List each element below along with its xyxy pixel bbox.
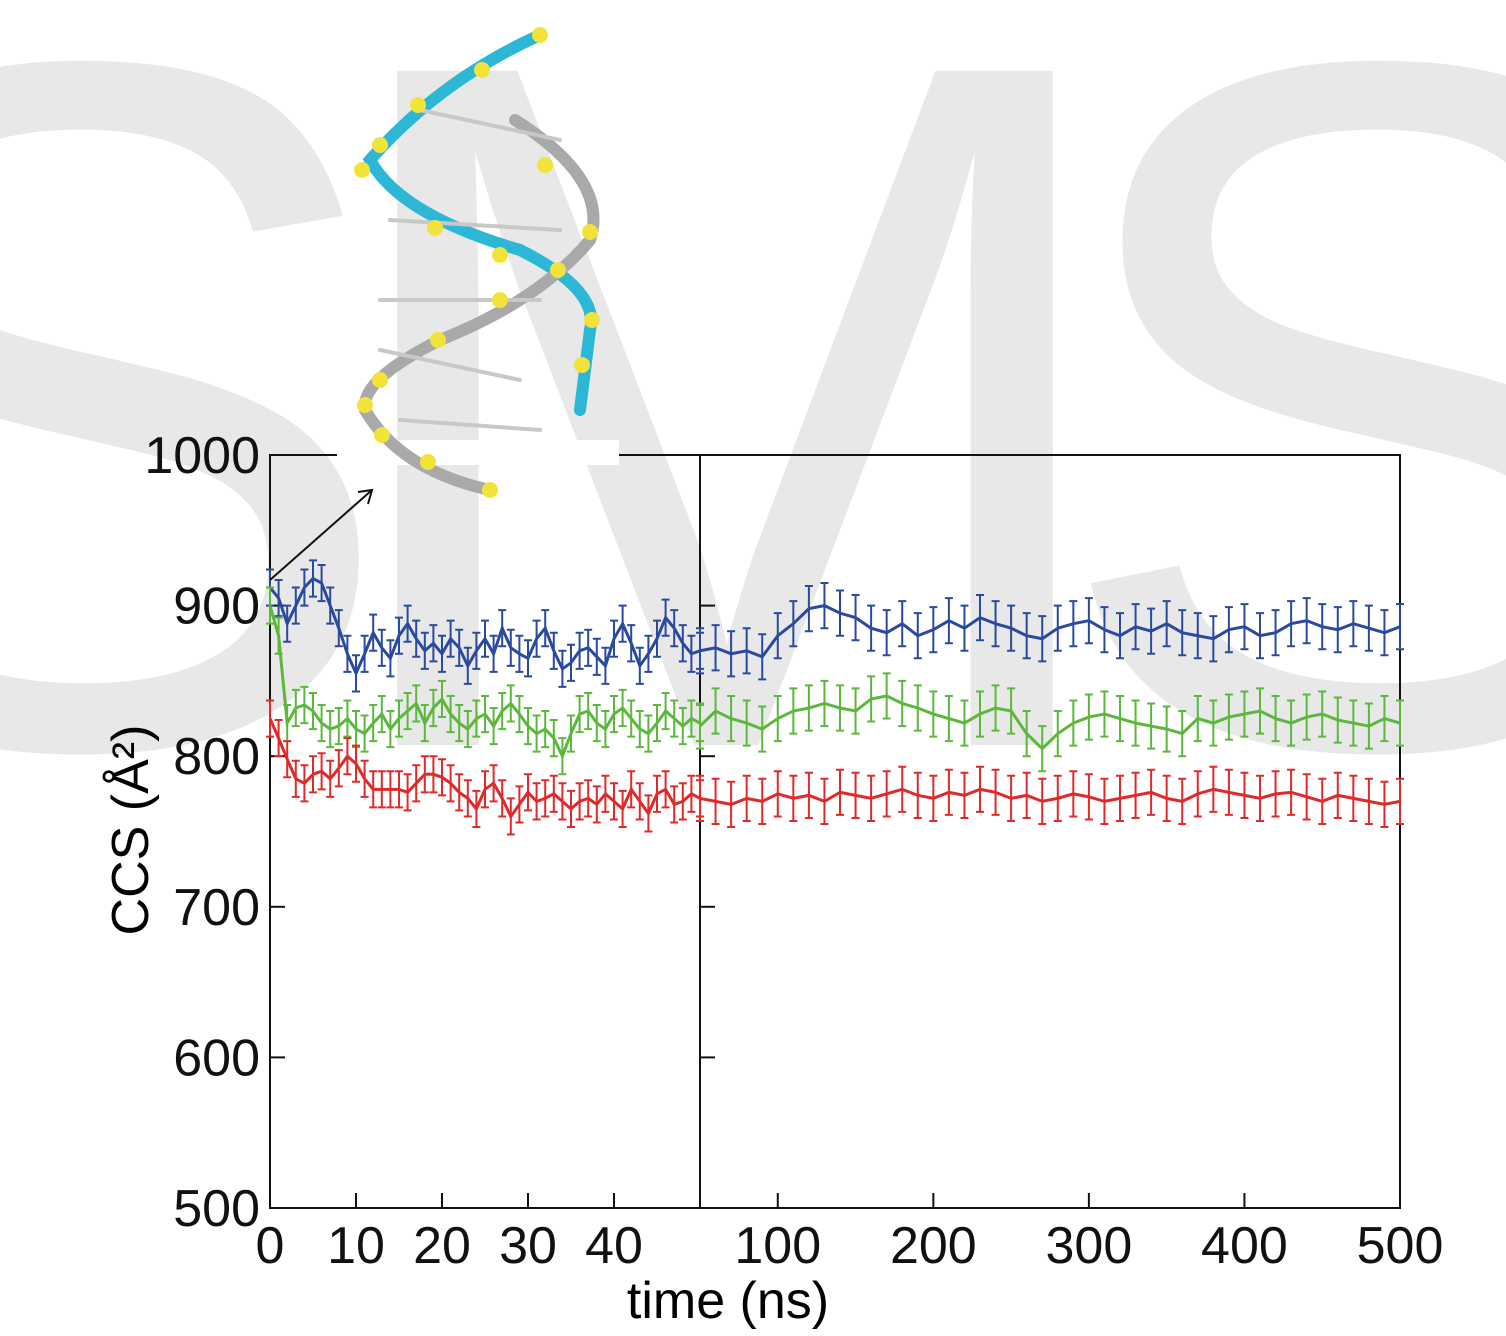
watermark: SMS	[0, 0, 1506, 953]
image-backdrop	[337, 440, 619, 465]
x-tick-label: 500	[1357, 1217, 1444, 1275]
phosphates	[354, 27, 600, 498]
x-tick-label: 200	[890, 1217, 977, 1275]
series-line	[268, 576, 701, 678]
series-line	[268, 605, 701, 761]
x-tick-label: 30	[499, 1217, 557, 1275]
bases	[378, 108, 562, 432]
strand	[358, 114, 600, 496]
plots: 0 10 20 30 40 500 600 700 800 900 1000 CCS (Å²) 100 2…	[102, 427, 1443, 1330]
x-tick-label: 300	[1046, 1217, 1133, 1275]
y-axis-label: CCS (Å²)	[102, 725, 160, 936]
dna-image	[354, 27, 600, 498]
y-tick-label: 900	[173, 578, 260, 636]
x-tick-label: 20	[413, 1217, 471, 1275]
x-tick-label: 0	[256, 1217, 285, 1275]
series-line	[699, 787, 1401, 806]
plot-frame	[699, 454, 1401, 1209]
y-tick-label: 600	[173, 1029, 260, 1087]
x-tick-label: 10	[327, 1217, 385, 1275]
x-axis-label: time (ns)	[627, 1272, 829, 1330]
x-tick-label: 100	[734, 1217, 821, 1275]
arrow	[269, 488, 374, 581]
series-line	[699, 604, 1401, 659]
y-tick-label: 800	[173, 728, 260, 786]
x-tick-label: 400	[1201, 1217, 1288, 1275]
strand	[362, 29, 598, 416]
y-tick-label: 1000	[144, 427, 260, 485]
series-line	[698, 694, 1401, 751]
y-tick-label: 700	[173, 879, 260, 937]
x-tick-label: 40	[585, 1217, 643, 1275]
series-line	[268, 717, 701, 820]
y-tick-label: 500	[173, 1180, 260, 1238]
